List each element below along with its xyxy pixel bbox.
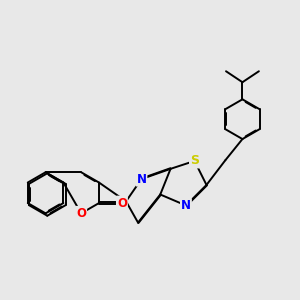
Text: S: S [190,154,199,167]
Text: N: N [181,199,191,212]
Text: O: O [76,207,86,220]
Text: N: N [136,172,146,186]
Text: O: O [117,196,127,210]
